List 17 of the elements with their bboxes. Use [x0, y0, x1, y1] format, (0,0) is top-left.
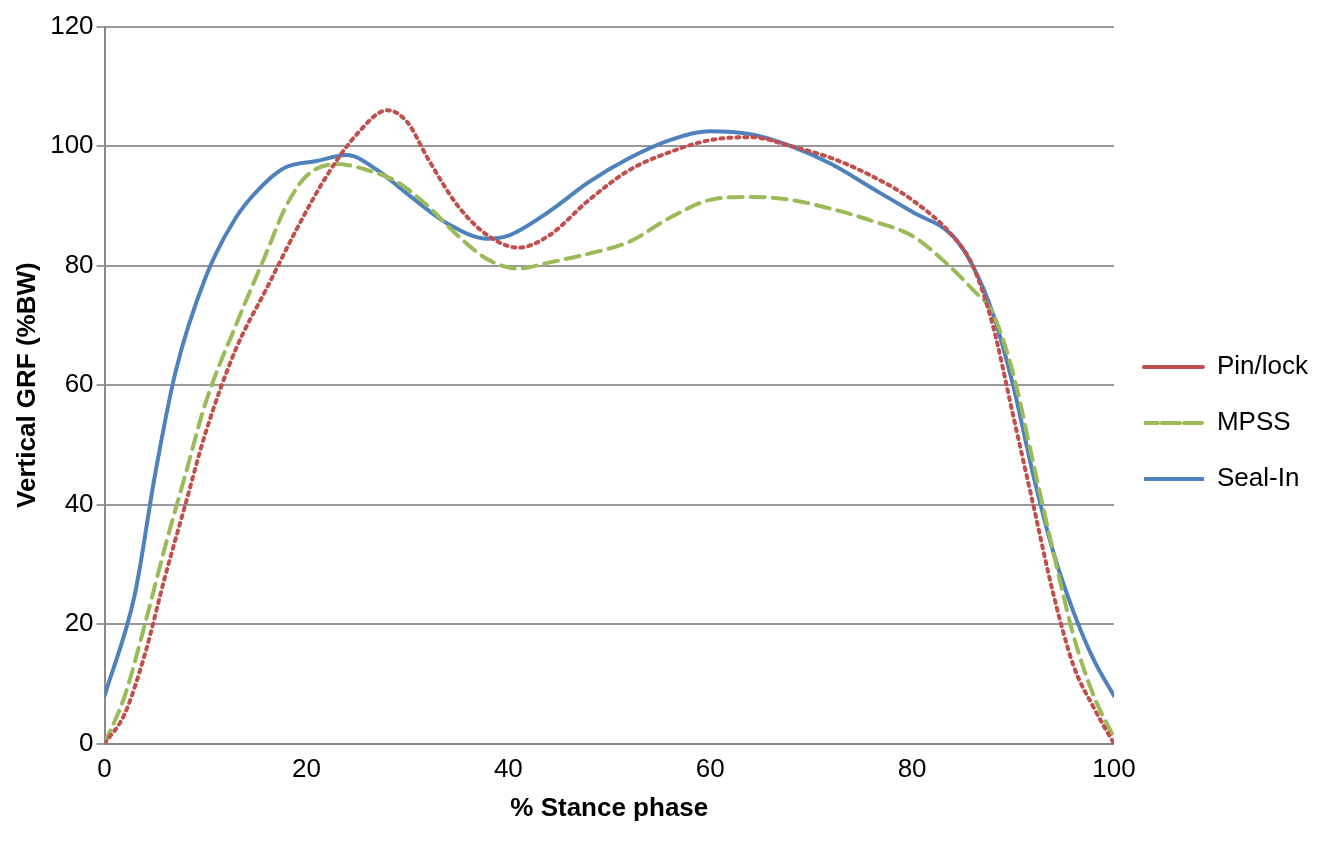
y-tick-label: 100 [50, 129, 94, 160]
y-tick-label: 20 [64, 607, 94, 638]
x-tick-label: 60 [695, 753, 725, 784]
y-tick-label: 0 [79, 726, 94, 757]
legend-label: Seal-In [1216, 462, 1300, 493]
x-axis-title: % Stance phase [510, 791, 709, 822]
legend-label: MPSS [1216, 406, 1291, 437]
y-axis-title: Vertical GRF (%BW) [10, 262, 41, 508]
y-tick-label: 60 [64, 368, 94, 399]
y-tick-label: 120 [50, 9, 94, 40]
x-tick-label: 100 [1092, 753, 1136, 784]
x-tick-label: 20 [292, 753, 321, 784]
y-tick-label: 80 [64, 248, 94, 279]
x-tick-label: 40 [493, 753, 523, 784]
legend-label: Pin/lock [1216, 350, 1309, 381]
x-tick-label: 80 [897, 753, 927, 784]
y-tick-label: 40 [64, 487, 94, 518]
